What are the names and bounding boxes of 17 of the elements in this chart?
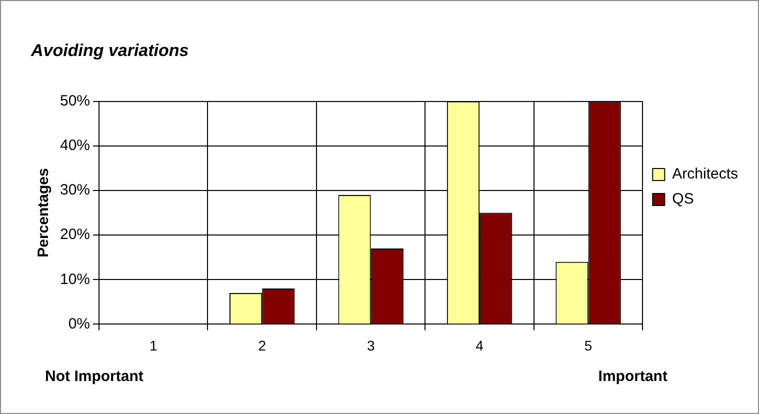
y-tick-label: 30%: [60, 182, 90, 199]
y-tick-label: 10%: [60, 270, 90, 288]
x-tick-label: 3: [366, 337, 375, 354]
text: Not Important: [45, 368, 144, 386]
y-tick-label: 20%: [60, 226, 90, 244]
chart-title: Avoiding variations: [30, 40, 189, 60]
y-axis-title: Percentages: [35, 168, 52, 258]
x-tick-label: 1: [149, 337, 158, 354]
y-tick-label: 50%: [60, 92, 90, 110]
x-tick-label: 2: [258, 337, 266, 354]
legend-label: QS: [672, 190, 694, 208]
y-tick-label: 40%: [60, 137, 90, 154]
legend-label: Architects: [672, 166, 738, 183]
x-tick-label: 4: [476, 337, 484, 354]
x-tick-label: 5: [584, 337, 592, 354]
y-tick-label: 0%: [68, 315, 90, 332]
text: Important: [598, 368, 668, 386]
